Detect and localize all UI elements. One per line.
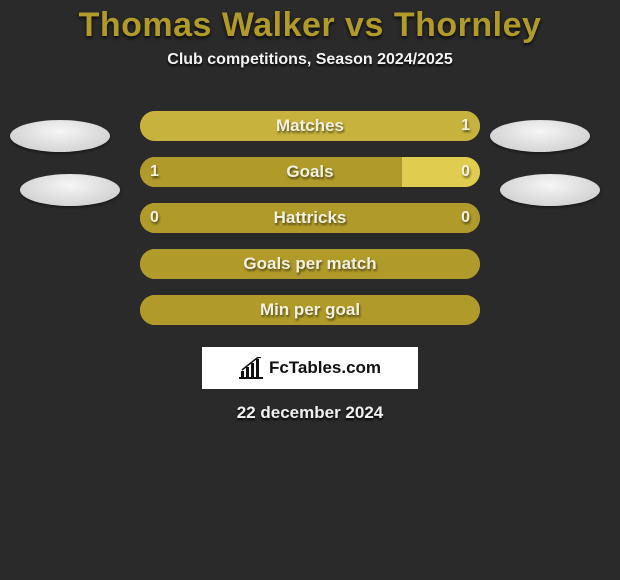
- comparison-row: Goals per match: [0, 243, 620, 289]
- player-ellipse-left: [10, 120, 110, 152]
- bar-left-segment: [140, 157, 402, 187]
- bar-right-segment: [402, 157, 480, 187]
- player-ellipse-left: [20, 174, 120, 206]
- chart-icon: [239, 357, 263, 379]
- player-ellipse-right: [490, 120, 590, 152]
- logo-text: FcTables.com: [269, 358, 381, 378]
- bar: Hattricks00: [140, 203, 480, 233]
- player-ellipse-right: [500, 174, 600, 206]
- bar-left-segment: [140, 249, 480, 279]
- bar-left-segment: [140, 295, 480, 325]
- comparison-row: Min per goal: [0, 289, 620, 335]
- bar: Goals10: [140, 157, 480, 187]
- bar: Goals per match: [140, 249, 480, 279]
- bar: Matches1: [140, 111, 480, 141]
- comparison-widget: Thomas Walker vs Thornley Club competiti…: [0, 0, 620, 423]
- bar-left-segment: [140, 203, 480, 233]
- page-subtitle: Club competitions, Season 2024/2025: [0, 51, 620, 69]
- bar-right-segment: [140, 111, 480, 141]
- generation-date: 22 december 2024: [0, 403, 620, 423]
- page-title: Thomas Walker vs Thornley: [0, 6, 620, 45]
- bar: Min per goal: [140, 295, 480, 325]
- fctables-logo[interactable]: FcTables.com: [202, 347, 418, 389]
